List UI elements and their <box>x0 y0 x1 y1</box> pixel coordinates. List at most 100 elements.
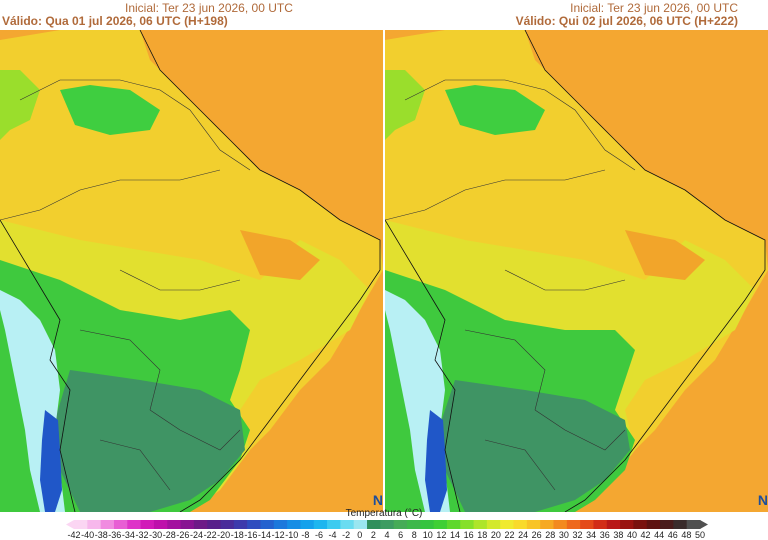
legend-tick-label: -26 <box>176 530 189 540</box>
legend-tick-label: 4 <box>384 530 389 540</box>
legend-tick-label: 50 <box>695 530 705 540</box>
scale-swatch <box>407 520 421 529</box>
scale-swatch <box>394 520 408 529</box>
scale-swatch <box>474 520 488 529</box>
legend-tick-label: 34 <box>586 530 596 540</box>
legend-tick-label: -32 <box>136 530 149 540</box>
scale-swatch <box>181 520 195 529</box>
color-scale-svg <box>66 520 708 529</box>
scale-swatch <box>460 520 474 529</box>
scale-swatch <box>327 520 341 529</box>
scale-swatch <box>221 520 235 529</box>
legend-tick-label: 24 <box>518 530 528 540</box>
temperature-map <box>385 30 768 512</box>
valid-time-label: Válido: Qua 01 jul 2026, 06 UTC (H+198) <box>2 14 228 28</box>
scale-swatch <box>287 520 301 529</box>
scale-swatch <box>74 520 88 529</box>
scale-swatch <box>567 520 581 529</box>
scale-swatch <box>620 520 634 529</box>
legend-tick-label: 42 <box>641 530 651 540</box>
scale-swatch <box>500 520 514 529</box>
scale-swatch <box>607 520 621 529</box>
legend-tick-label: 20 <box>491 530 501 540</box>
legend-tick-label: 30 <box>559 530 569 540</box>
scale-swatch <box>154 520 168 529</box>
scale-swatch <box>314 520 328 529</box>
scale-swatch <box>354 520 368 529</box>
legend-tick-label: -18 <box>231 530 244 540</box>
legend-tick-label: 18 <box>477 530 487 540</box>
legend-tick-label: 28 <box>545 530 555 540</box>
legend-tick-label: -2 <box>342 530 350 540</box>
map-panel-left: Inicial: Ter 23 jun 2026, 00 UTC Válido:… <box>0 0 383 512</box>
legend-tick-label: -36 <box>108 530 121 540</box>
scale-swatch <box>101 520 115 529</box>
initial-time-label: Inicial: Ter 23 jun 2026, 00 UTC <box>570 1 738 15</box>
legend-tick-label: 2 <box>371 530 376 540</box>
panel-header: Inicial: Ter 23 jun 2026, 00 UTC Válido:… <box>385 0 768 30</box>
legend-tick-label: -8 <box>301 530 309 540</box>
scale-swatch <box>87 520 101 529</box>
legend-tick-label: 8 <box>412 530 417 540</box>
legend-tick-label: -6 <box>315 530 323 540</box>
initial-time-label: Inicial: Ter 23 jun 2026, 00 UTC <box>125 1 293 15</box>
legend-ticks: -42 -40 -38 -36 -34 -32 -30 -28 -26 -24 -22 -20 -18-… <box>66 530 708 540</box>
scale-swatch <box>380 520 394 529</box>
legend-tick-label: -42 <box>67 530 80 540</box>
legend-tick-label: 10 <box>423 530 433 540</box>
legend-tick-label: 16 <box>464 530 474 540</box>
scale-swatch <box>553 520 567 529</box>
scale-swatch <box>167 520 181 529</box>
scale-swatch <box>514 520 528 529</box>
legend-tick-label: 12 <box>436 530 446 540</box>
legend-tick-label: 38 <box>613 530 623 540</box>
legend-tick-label: 36 <box>600 530 610 540</box>
scale-swatch <box>673 520 687 529</box>
legend-tick-label: -40 <box>81 530 94 540</box>
legend-title: Temperatura (°C) <box>0 508 768 519</box>
legend-tick-label: -38 <box>95 530 108 540</box>
legend-tick-label: 22 <box>504 530 514 540</box>
scale-swatch <box>274 520 288 529</box>
color-scale-bar <box>66 520 708 529</box>
legend-tick-label: -14 <box>258 530 271 540</box>
legend-tick-label: 26 <box>532 530 542 540</box>
scale-swatch <box>420 520 434 529</box>
legend-tick-label: 32 <box>573 530 583 540</box>
legend-tick-label: -10 <box>285 530 298 540</box>
map-panel-right: Inicial: Ter 23 jun 2026, 00 UTC Válido:… <box>385 0 768 512</box>
legend-tick-label: 0 <box>357 530 362 540</box>
scale-swatch <box>593 520 607 529</box>
logo-mark: N <box>758 492 768 508</box>
scale-swatch <box>447 520 461 529</box>
scale-swatch <box>207 520 221 529</box>
legend-tick-label: 46 <box>668 530 678 540</box>
scale-swatch <box>234 520 248 529</box>
panel-header: Inicial: Ter 23 jun 2026, 00 UTC Válido:… <box>0 0 383 30</box>
scale-swatch <box>367 520 381 529</box>
scale-swatch <box>247 520 261 529</box>
scale-swatch <box>127 520 141 529</box>
legend-tick-label: -34 <box>122 530 135 540</box>
legend-tick-label: -20 <box>217 530 230 540</box>
scale-swatch <box>260 520 274 529</box>
scale-swatch <box>540 520 554 529</box>
scale-swatch <box>487 520 501 529</box>
legend-tick-label: -12 <box>272 530 285 540</box>
scale-swatch <box>340 520 354 529</box>
scale-swatch <box>527 520 541 529</box>
scale-swatch <box>114 520 128 529</box>
valid-time-label: Válido: Qui 02 jul 2026, 06 UTC (H+222) <box>516 14 738 28</box>
legend-tick-label: 44 <box>654 530 664 540</box>
scale-swatch <box>687 520 701 529</box>
scale-swatch <box>647 520 661 529</box>
legend-tick-label: -24 <box>190 530 203 540</box>
legend-tick-label: 6 <box>398 530 403 540</box>
scale-swatch <box>194 520 208 529</box>
scale-arrow-left <box>66 520 74 529</box>
temperature-map <box>0 30 383 512</box>
scale-swatch <box>300 520 314 529</box>
scale-swatch <box>660 520 674 529</box>
legend-tick-label: -28 <box>163 530 176 540</box>
scale-swatch <box>434 520 448 529</box>
